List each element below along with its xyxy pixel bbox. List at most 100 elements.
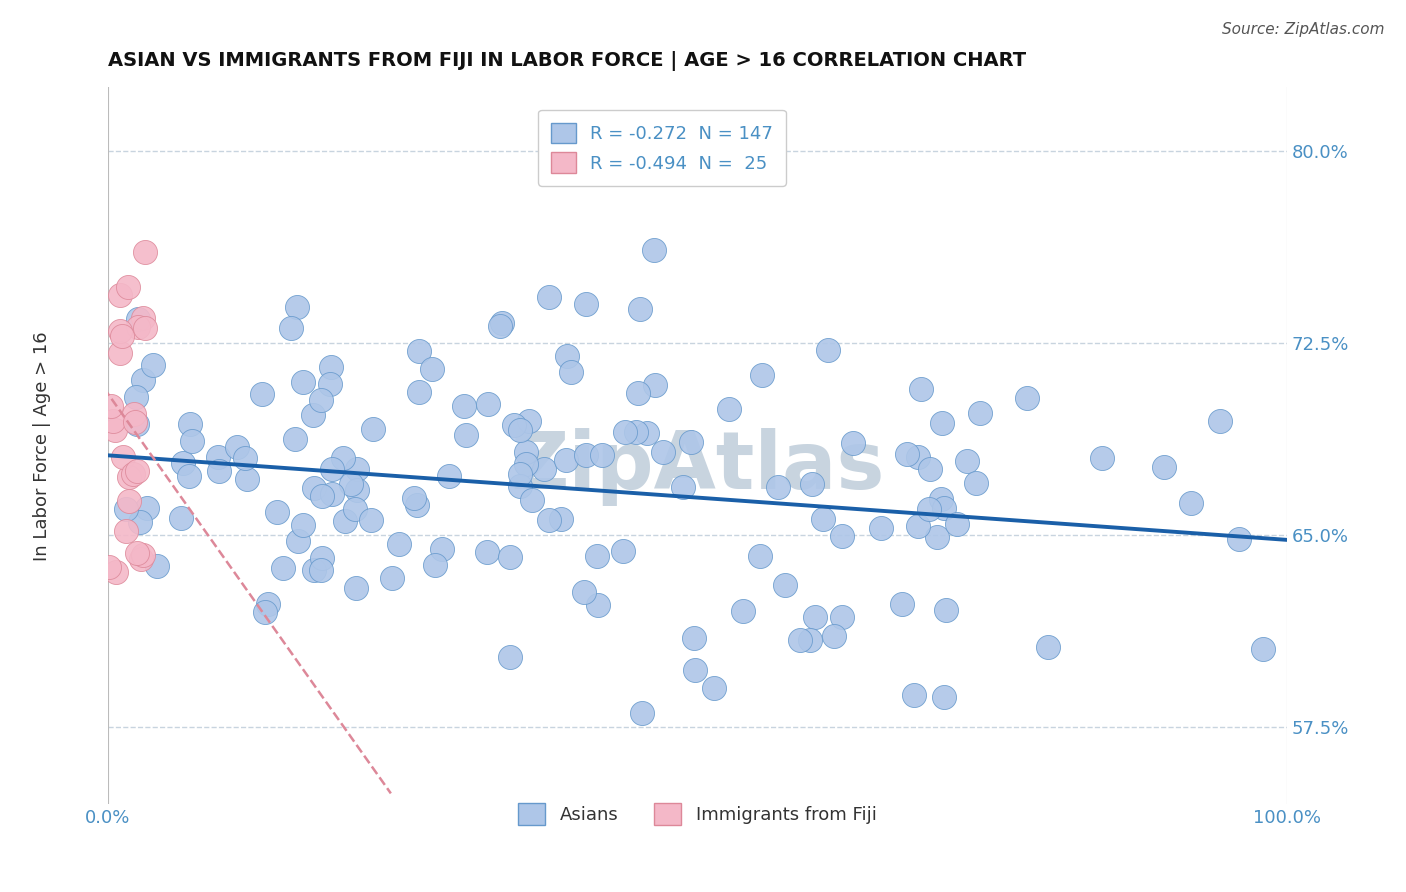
Point bbox=[918, 502, 941, 516]
Point bbox=[903, 688, 925, 702]
Point bbox=[907, 450, 929, 464]
Point bbox=[387, 536, 409, 550]
Point bbox=[311, 489, 333, 503]
Legend: Asians, Immigrants from Fiji: Asians, Immigrants from Fiji bbox=[509, 794, 886, 834]
Point bbox=[491, 316, 513, 330]
Point bbox=[309, 564, 332, 578]
Point bbox=[287, 533, 309, 548]
Point bbox=[537, 512, 560, 526]
Point bbox=[127, 546, 149, 560]
Point bbox=[509, 479, 531, 493]
Point bbox=[1209, 414, 1232, 428]
Point bbox=[624, 425, 647, 439]
Point bbox=[509, 424, 531, 438]
Point bbox=[266, 505, 288, 519]
Point bbox=[636, 426, 658, 441]
Point bbox=[1153, 459, 1175, 474]
Point bbox=[560, 365, 582, 379]
Point bbox=[934, 500, 956, 515]
Point bbox=[105, 565, 128, 579]
Point bbox=[361, 422, 384, 436]
Point bbox=[104, 423, 127, 437]
Point bbox=[108, 346, 131, 360]
Point bbox=[101, 414, 124, 428]
Point bbox=[170, 510, 193, 524]
Point bbox=[801, 476, 824, 491]
Point bbox=[454, 427, 477, 442]
Point bbox=[311, 392, 333, 407]
Point bbox=[1036, 640, 1059, 655]
Point bbox=[1180, 496, 1202, 510]
Point bbox=[969, 406, 991, 420]
Point bbox=[522, 493, 544, 508]
Point bbox=[136, 500, 159, 515]
Point bbox=[533, 462, 555, 476]
Point bbox=[896, 447, 918, 461]
Point bbox=[177, 468, 200, 483]
Point bbox=[538, 289, 561, 303]
Point bbox=[127, 312, 149, 326]
Point bbox=[146, 559, 169, 574]
Point bbox=[132, 548, 155, 562]
Text: ZipAtlas: ZipAtlas bbox=[510, 427, 884, 506]
Point bbox=[748, 549, 770, 563]
Point bbox=[918, 462, 941, 476]
Point bbox=[125, 464, 148, 478]
Point bbox=[360, 512, 382, 526]
Point bbox=[804, 610, 827, 624]
Point bbox=[181, 434, 204, 448]
Point bbox=[271, 561, 294, 575]
Point bbox=[108, 324, 131, 338]
Point bbox=[586, 549, 609, 563]
Point bbox=[703, 681, 725, 695]
Point bbox=[1227, 532, 1250, 546]
Point bbox=[285, 301, 308, 315]
Point bbox=[134, 245, 156, 260]
Point bbox=[652, 445, 675, 459]
Point bbox=[475, 545, 498, 559]
Point bbox=[751, 368, 773, 383]
Point bbox=[406, 498, 429, 512]
Point bbox=[869, 521, 891, 535]
Point bbox=[332, 451, 354, 466]
Text: ASIAN VS IMMIGRANTS FROM FIJI IN LABOR FORCE | AGE > 16 CORRELATION CHART: ASIAN VS IMMIGRANTS FROM FIJI IN LABOR F… bbox=[108, 51, 1026, 70]
Point bbox=[683, 663, 706, 677]
Point bbox=[575, 448, 598, 462]
Point bbox=[555, 349, 578, 363]
Point bbox=[817, 343, 839, 357]
Point bbox=[965, 475, 987, 490]
Point bbox=[823, 629, 845, 643]
Point bbox=[831, 529, 853, 543]
Point bbox=[420, 362, 443, 376]
Point bbox=[831, 610, 853, 624]
Point bbox=[499, 550, 522, 565]
Point bbox=[488, 318, 510, 333]
Point bbox=[789, 633, 811, 648]
Point bbox=[98, 560, 121, 574]
Point bbox=[284, 433, 307, 447]
Point bbox=[627, 386, 650, 401]
Text: In Labor Force | Age > 16: In Labor Force | Age > 16 bbox=[34, 331, 51, 561]
Point bbox=[302, 481, 325, 495]
Point bbox=[111, 328, 134, 343]
Point bbox=[208, 464, 231, 478]
Point bbox=[344, 582, 367, 596]
Point bbox=[910, 382, 932, 396]
Point bbox=[453, 400, 475, 414]
Point bbox=[256, 598, 278, 612]
Point bbox=[115, 524, 138, 538]
Point bbox=[717, 402, 740, 417]
Point bbox=[768, 480, 790, 494]
Point bbox=[292, 376, 315, 390]
Point bbox=[132, 373, 155, 387]
Point bbox=[955, 454, 977, 468]
Point bbox=[114, 502, 136, 516]
Point bbox=[773, 578, 796, 592]
Point bbox=[572, 585, 595, 599]
Point bbox=[891, 597, 914, 611]
Point bbox=[934, 690, 956, 705]
Point bbox=[280, 321, 302, 335]
Point bbox=[122, 407, 145, 421]
Point bbox=[643, 243, 665, 257]
Point bbox=[346, 462, 368, 476]
